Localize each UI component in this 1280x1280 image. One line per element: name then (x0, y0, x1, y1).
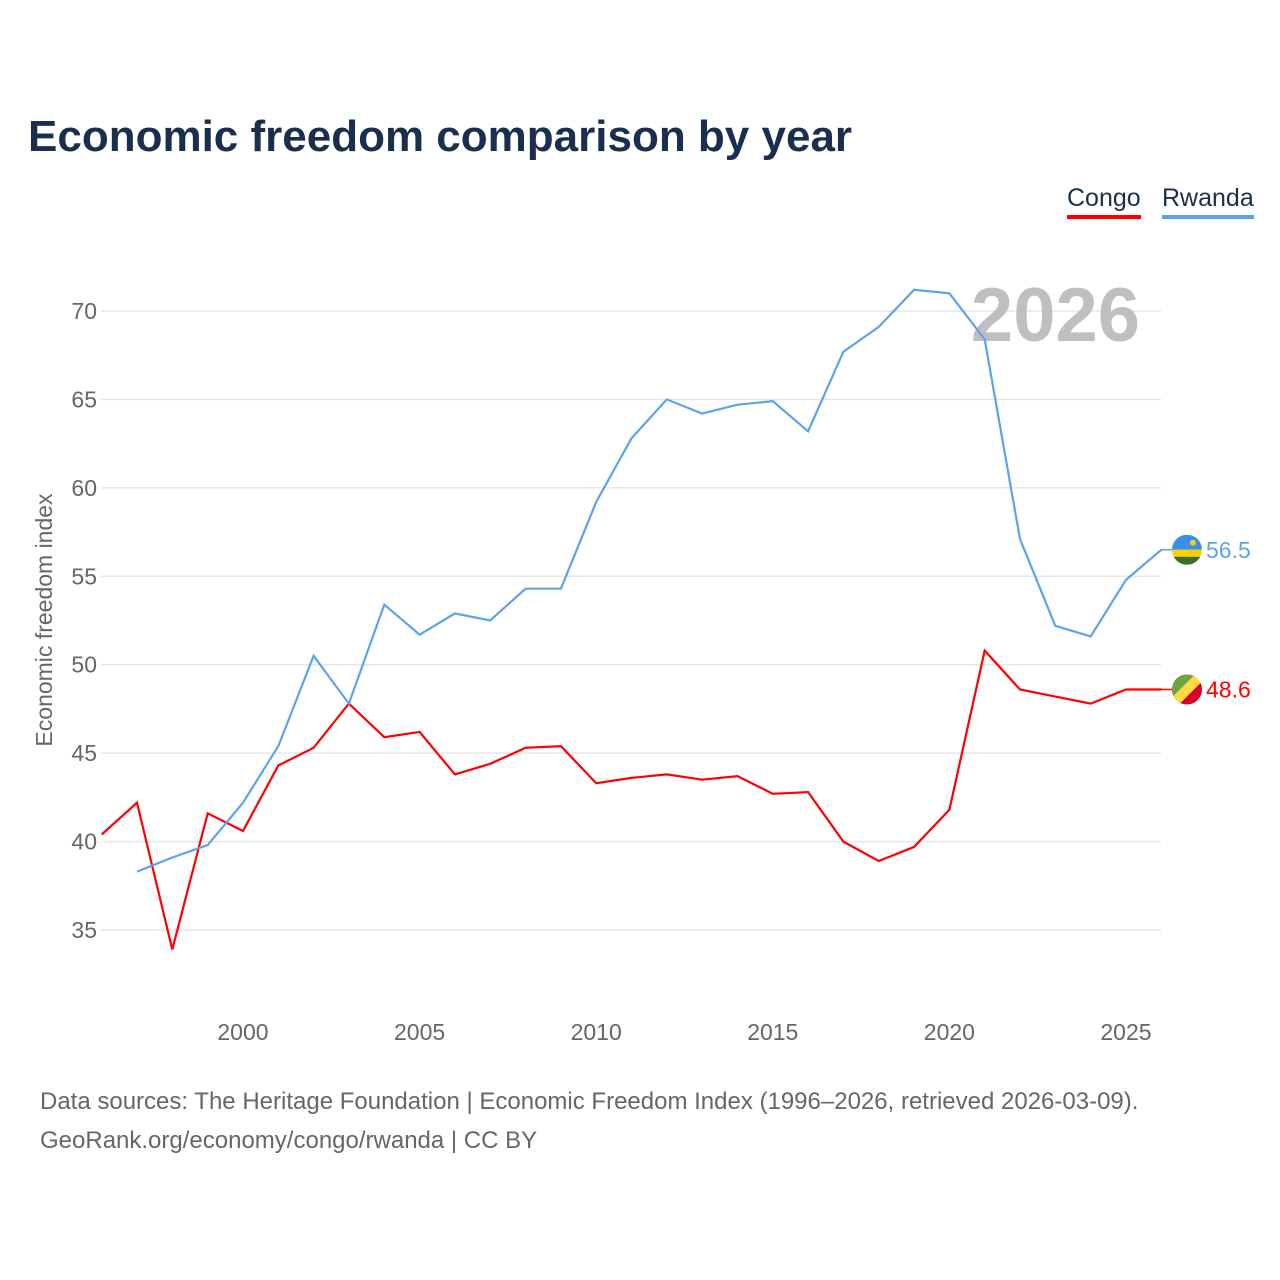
x-tick-label: 2010 (571, 1019, 622, 1045)
y-tick-label: 35 (71, 917, 97, 943)
x-tick-label: 2020 (924, 1019, 975, 1045)
x-tick-label: 2005 (394, 1019, 445, 1045)
y-tick-label: 55 (71, 563, 97, 589)
y-tick-label: 65 (71, 386, 97, 412)
x-tick-label: 2000 (217, 1019, 268, 1045)
series-line-rwanda (136, 288, 1163, 873)
end-value-label: 56.5 (1206, 537, 1251, 563)
legend-congo[interactable]: Congo (1067, 184, 1141, 219)
y-tick-label: 45 (71, 740, 97, 766)
x-tick-label: 2025 (1100, 1019, 1151, 1045)
source-line: Data sources: The Heritage Foundation | … (40, 1088, 1139, 1115)
y-tick-label: 60 (71, 475, 97, 501)
license-line: GeoRank.org/economy/congo/rwanda | CC BY (40, 1127, 538, 1154)
end-value-label: 48.6 (1206, 676, 1251, 702)
year-watermark: 2026 (971, 273, 1140, 358)
chart-title: Economic freedom comparison by year (28, 112, 853, 161)
y-tick-label: 40 (71, 829, 97, 855)
y-tick-label: 70 (71, 298, 97, 324)
series-line-congo (100, 648, 1162, 950)
flag-icon-congo (1172, 674, 1202, 705)
x-tick-label: 2015 (747, 1019, 798, 1045)
y-tick-label: 50 (71, 652, 97, 678)
flag-icon-rwanda (1172, 534, 1202, 565)
y-axis-label: Economic freedom index (31, 493, 57, 747)
legend-rwanda[interactable]: Rwanda (1162, 184, 1254, 219)
